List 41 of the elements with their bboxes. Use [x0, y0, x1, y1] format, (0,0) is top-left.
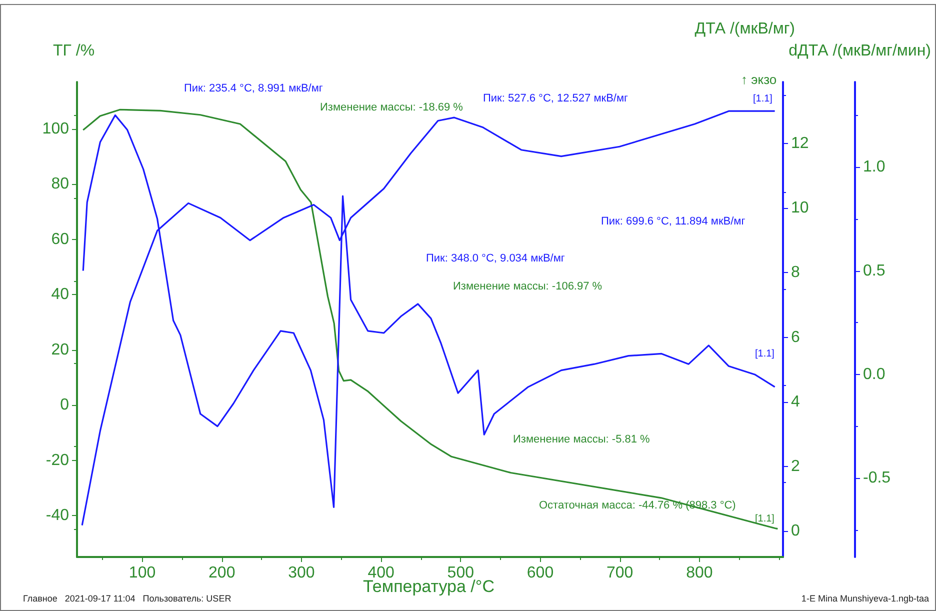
- y3-tick-label: 0.0: [863, 366, 886, 383]
- y2-tick-label: 12: [791, 134, 809, 152]
- annotation: [1.1]: [755, 348, 775, 360]
- y3-tick-label: 0.5: [863, 262, 886, 280]
- y-tick-label: 100: [42, 120, 70, 138]
- annotation: Изменение массы: -5.81 %: [513, 434, 650, 446]
- annotation: [1.1]: [753, 94, 773, 104]
- x-tick-label: 700: [606, 564, 634, 582]
- y-tick-label: 0: [60, 396, 70, 414]
- x-tick-label: 200: [208, 564, 236, 582]
- annotation: Изменение массы: -18.69 %: [320, 102, 464, 114]
- y2-tick-label: 4: [791, 393, 800, 410]
- x-tick-label: 300: [288, 564, 315, 582]
- text: 1-E Mina Munshiyeva-1.ngb-taa: [801, 594, 930, 604]
- y2-tick-label: 10: [791, 200, 809, 217]
- annotation: Пик: 699.6 °C, 11.894 мкВ/мг: [601, 216, 746, 228]
- annotation: ↑ экзо: [741, 72, 777, 87]
- y-tick-label: -20: [46, 452, 70, 469]
- y-tick-label: 60: [51, 230, 70, 248]
- y-axis-title: ТГ /%: [53, 42, 95, 60]
- y2-tick-label: 6: [791, 328, 800, 346]
- y3-axis-title: dДТА /(мкВ/мг/мин): [788, 42, 932, 60]
- annotation: Пик: 527.6 °C, 12.527 мкВ/мг: [483, 92, 628, 104]
- y-tick-label: 80: [51, 176, 70, 193]
- y2-tick-label: 8: [791, 264, 800, 282]
- y2-tick-label: 2: [791, 458, 800, 476]
- annotation: [1.1]: [755, 514, 775, 524]
- y-tick-label: 40: [51, 286, 70, 304]
- y3-tick-label: -0.5: [863, 470, 891, 487]
- annotation: Пик: 235.4 °C, 8.991 мкВ/мг: [184, 82, 323, 94]
- x-tick-label: 100: [128, 564, 156, 582]
- y2-axis-title: ДТА /(мкВ/мг): [694, 20, 795, 38]
- y-tick-label: -40: [46, 507, 70, 524]
- x-tick-label: 600: [526, 564, 554, 582]
- annotation: Изменение массы: -106.97 %: [453, 280, 602, 292]
- text: Главное 2021-09-17 11:04 Пользователь: USER: [23, 594, 232, 604]
- y3-tick-label: 1.0: [863, 158, 886, 176]
- y2-tick-label: 0: [791, 522, 800, 540]
- x-tick-label: 800: [686, 564, 713, 582]
- annotation: Пик: 348.0 °C, 9.034 мкВ/мг: [426, 252, 565, 264]
- y-tick-label: 20: [51, 341, 70, 358]
